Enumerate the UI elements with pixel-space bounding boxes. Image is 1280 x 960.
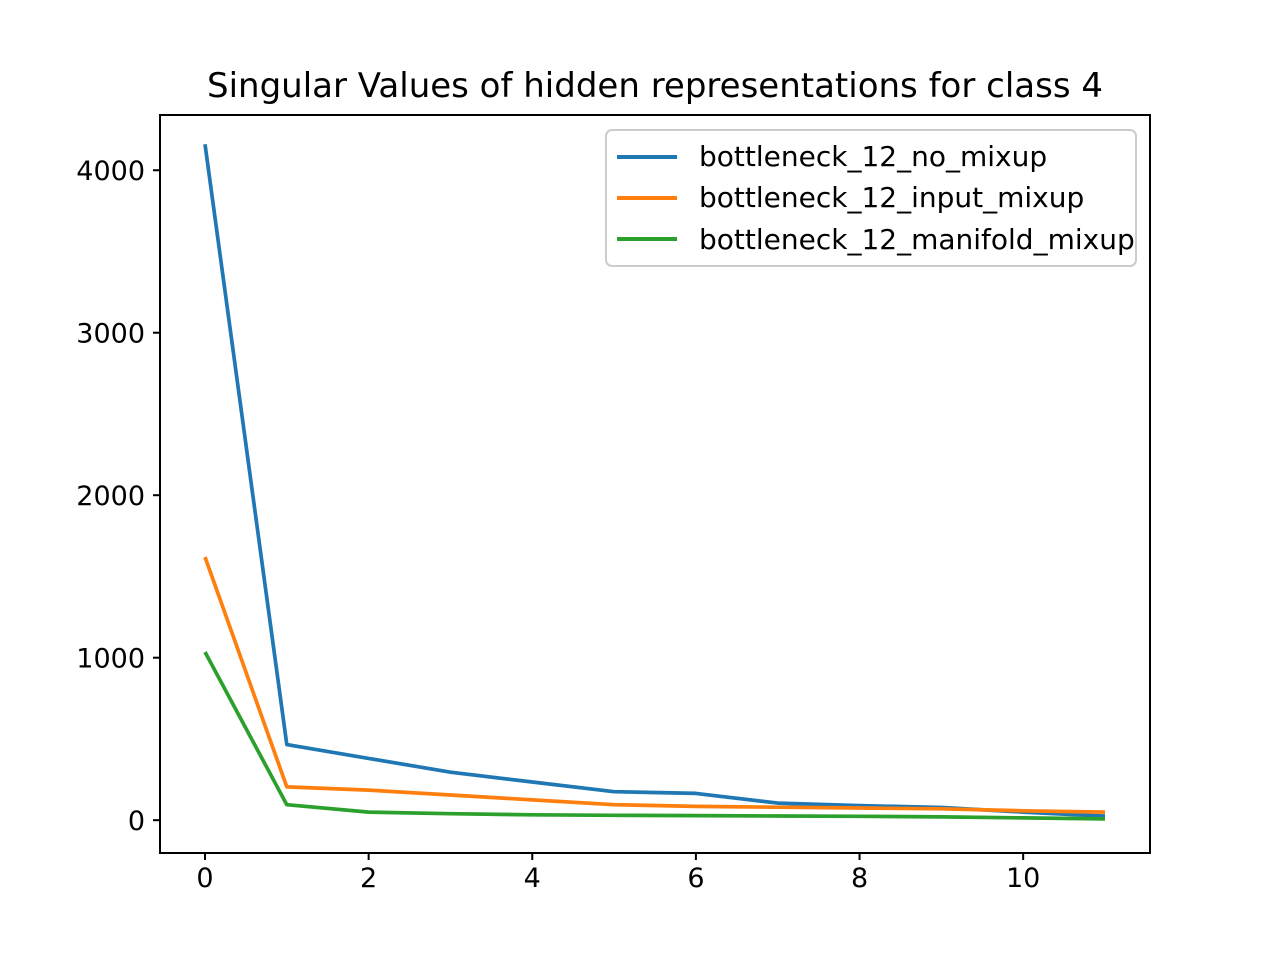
line-swatch-icon (617, 237, 677, 242)
legend-item-no-mixup: bottleneck_12_no_mixup (607, 136, 1135, 177)
x-tick-label: 2 (360, 863, 377, 894)
x-tick-label: 10 (1006, 863, 1040, 894)
legend-item-manifold-mixup: bottleneck_12_manifold_mixup (607, 219, 1135, 260)
legend: bottleneck_12_no_mixup bottleneck_12_inp… (605, 129, 1137, 267)
x-tick-label: 0 (196, 863, 213, 894)
series-line-bottleneck_12_input_mixup (203, 556, 1106, 814)
x-tick-label: 4 (524, 863, 541, 894)
y-tick-label: 4000 (76, 156, 145, 187)
line-swatch-icon (617, 154, 677, 159)
y-tick-label: 2000 (76, 481, 145, 512)
legend-label: bottleneck_12_no_mixup (699, 140, 1048, 174)
series-line-bottleneck_12_manifold_mixup (203, 651, 1106, 821)
line-swatch-icon (617, 195, 677, 200)
x-tick-label: 8 (851, 863, 868, 894)
chart-title: Singular Values of hidden representation… (207, 66, 1103, 106)
legend-label: bottleneck_12_manifold_mixup (699, 222, 1135, 256)
legend-label: bottleneck_12_input_mixup (699, 181, 1085, 215)
y-tick-label: 0 (128, 806, 145, 837)
axes-spines (159, 114, 1151, 854)
x-tick-label: 6 (687, 863, 704, 894)
legend-item-input-mixup: bottleneck_12_input_mixup (607, 177, 1135, 218)
y-tick-label: 1000 (76, 643, 145, 674)
y-tick-label: 3000 (76, 318, 145, 349)
